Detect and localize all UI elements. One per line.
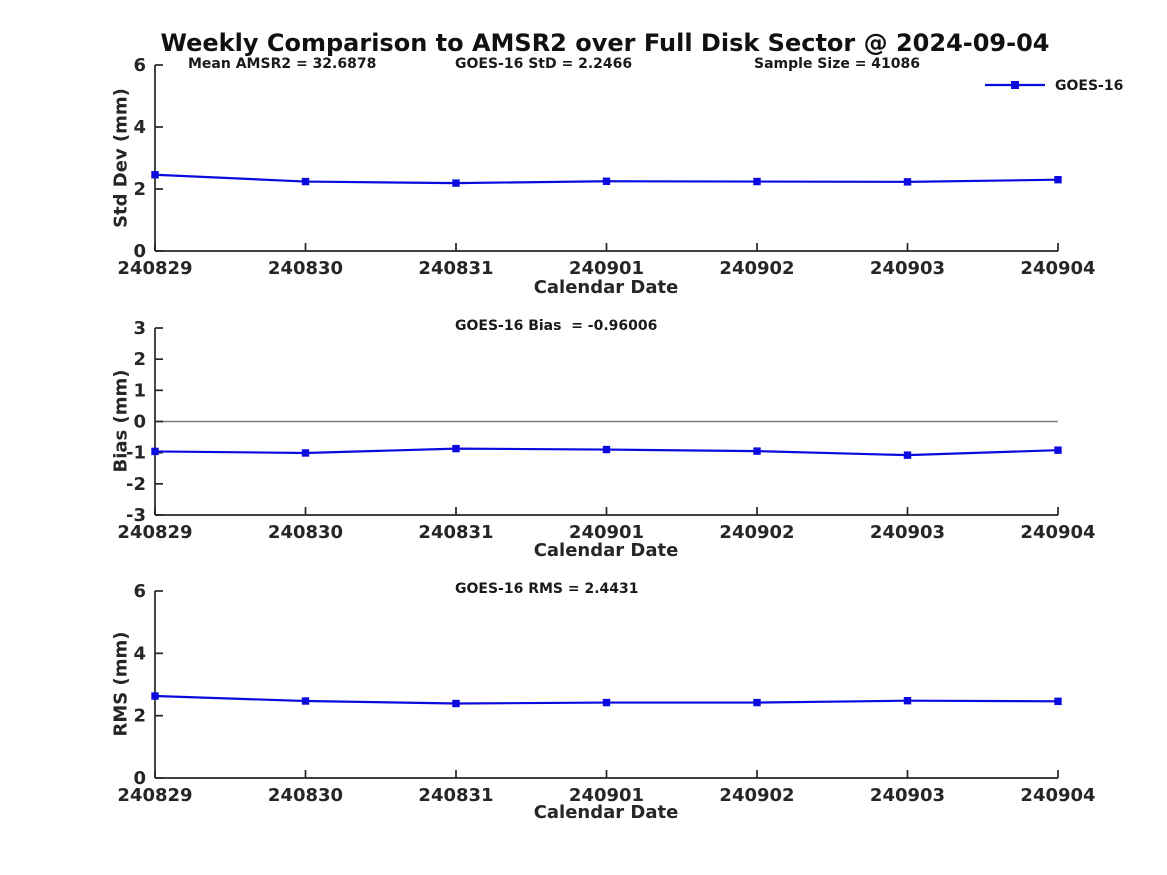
legend-marker [1011, 81, 1019, 89]
data-point-marker [602, 445, 611, 454]
y-tick-label: 2 [133, 349, 146, 370]
x-tick-label: 240830 [268, 258, 343, 279]
ylabel-rms: RMS (mm) [110, 631, 132, 737]
annotation-sample-size: Sample Size = 41086 [754, 56, 921, 72]
y-tick-label: -3 [126, 505, 146, 526]
y-tick-label: 4 [133, 643, 146, 664]
y-tick-label: -2 [126, 474, 146, 495]
x-tick-label: 240904 [1020, 785, 1095, 806]
y-tick-label: 6 [133, 581, 146, 602]
y-tick-label: 0 [133, 768, 146, 789]
x-tick-label: 240903 [870, 785, 945, 806]
data-point-marker [452, 699, 460, 708]
x-tick-label: 240902 [719, 785, 794, 806]
data-point-marker [753, 177, 761, 186]
data-point-marker [903, 451, 912, 459]
y-tick-label: 4 [133, 117, 146, 138]
data-point-marker [301, 449, 310, 457]
annotation-mean-amsr2: Mean AMSR2 = 32.6878 [188, 56, 377, 72]
x-tick-label: 240904 [1020, 258, 1095, 279]
xlabel-std-dev: Calendar Date [533, 277, 679, 298]
data-point-marker [151, 692, 159, 700]
annotation-goes16-rms: GOES-16 RMS = 2.4431 [455, 581, 639, 597]
y-tick-label: 6 [133, 55, 146, 76]
x-tick-label: 240830 [268, 785, 343, 806]
x-tick-label: 240831 [418, 522, 493, 543]
data-point-marker [1054, 446, 1062, 454]
y-tick-label: 2 [133, 706, 146, 727]
data-point-marker [602, 698, 611, 707]
x-tick-label: 240903 [870, 522, 945, 543]
data-point-marker [301, 697, 310, 705]
x-tick-label: 240829 [117, 785, 192, 806]
data-point-marker [452, 179, 460, 187]
y-tick-label: 0 [133, 241, 146, 262]
y-tick-label: 2 [133, 179, 146, 200]
data-point-marker [452, 444, 460, 453]
chart-title: Weekly Comparison to AMSR2 over Full Dis… [160, 29, 1050, 57]
x-tick-label: 240901 [569, 522, 644, 543]
x-tick-label: 240830 [268, 522, 343, 543]
annotation-goes16-std: GOES-16 StD = 2.2466 [455, 56, 633, 72]
x-tick-label: 240903 [870, 258, 945, 279]
xlabel-rms: Calendar Date [533, 802, 679, 823]
x-tick-label: 240829 [117, 258, 192, 279]
y-tick-label: 0 [133, 412, 146, 433]
data-point-marker [903, 178, 912, 186]
x-tick-label: 240904 [1020, 522, 1095, 543]
data-point-marker [903, 697, 912, 705]
x-tick-label: 240901 [569, 258, 644, 279]
ylabel-bias: Bias (mm) [110, 369, 132, 473]
data-point-marker [753, 698, 761, 707]
data-point-marker [151, 447, 159, 456]
x-tick-label: 240901 [569, 785, 644, 806]
data-point-marker [1054, 176, 1062, 184]
x-tick-label: 240831 [418, 785, 493, 806]
annotation-goes16-bias: GOES-16 Bias = -0.96006 [455, 318, 658, 334]
data-point-marker [151, 171, 159, 179]
data-point-marker [602, 177, 611, 185]
y-tick-label: -1 [126, 443, 146, 464]
x-tick-label: 240902 [719, 258, 794, 279]
data-point-marker [753, 447, 761, 455]
y-tick-label: 3 [133, 318, 146, 339]
x-tick-label: 240829 [117, 522, 192, 543]
legend-label: GOES-16 [1055, 78, 1124, 94]
data-point-marker [1054, 697, 1062, 706]
x-tick-label: 240831 [418, 258, 493, 279]
x-tick-label: 240902 [719, 522, 794, 543]
y-tick-label: 1 [133, 380, 146, 401]
ylabel-std-dev: Std Dev (mm) [110, 88, 132, 228]
data-point-marker [301, 177, 310, 186]
xlabel-bias: Calendar Date [533, 540, 679, 561]
